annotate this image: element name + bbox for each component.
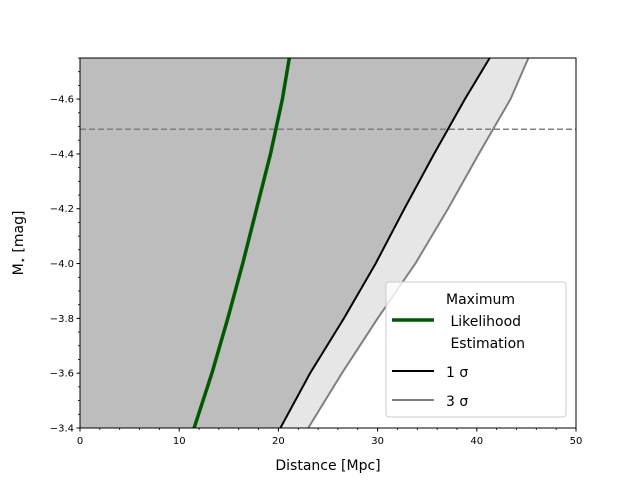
x-tick-label: 0 bbox=[77, 436, 83, 447]
legend-label-1sigma: 1 σ bbox=[446, 365, 468, 381]
x-tick-label: 30 bbox=[371, 436, 384, 447]
x-tick-label: 40 bbox=[470, 436, 483, 447]
legend-box bbox=[385, 281, 567, 418]
x-axis-label: Distance [Mpc] bbox=[275, 458, 380, 474]
three-sigma-region bbox=[280, 58, 529, 428]
series-line-mle bbox=[192, 58, 292, 428]
legend-label-mle-line3: Estimation bbox=[446, 336, 525, 352]
y-tick-label: −3.6 bbox=[50, 369, 74, 380]
x-axis: 0 10 20 30 40 50 bbox=[77, 428, 583, 447]
series-line-3sigma bbox=[307, 58, 530, 428]
y-tick-label: −4.2 bbox=[50, 204, 74, 215]
series-lines bbox=[192, 58, 530, 428]
y-axis: −3.4 −3.6 −3.8 −4.0 −4.2 −4.4 −4.6 bbox=[50, 57, 80, 435]
y-tick-label: −3.4 bbox=[50, 424, 74, 435]
x-tick-label: 10 bbox=[173, 436, 186, 447]
plot-frame bbox=[79, 57, 577, 429]
x-tick-label: 50 bbox=[570, 436, 583, 447]
legend-label-3sigma: 3 σ bbox=[446, 394, 468, 410]
series-line-1sigma bbox=[279, 58, 491, 428]
legend: Maximum Likelihood Estimation 1 σ 3 σ bbox=[385, 281, 567, 418]
legend-label-mle-line1: Maximum bbox=[446, 292, 515, 308]
y-tick-label: −4.4 bbox=[50, 149, 74, 160]
one-sigma-region bbox=[80, 58, 490, 428]
y-tick-label: −4.6 bbox=[50, 95, 74, 106]
y-tick-label: −3.8 bbox=[50, 314, 74, 325]
x-tick-label: 20 bbox=[272, 436, 285, 447]
plot-area bbox=[80, 58, 576, 428]
y-tick-label: −4.0 bbox=[50, 259, 74, 270]
y-axis-label: M⋆ [mag] bbox=[11, 211, 29, 276]
legend-label-mle-line2: Likelihood bbox=[446, 314, 521, 330]
